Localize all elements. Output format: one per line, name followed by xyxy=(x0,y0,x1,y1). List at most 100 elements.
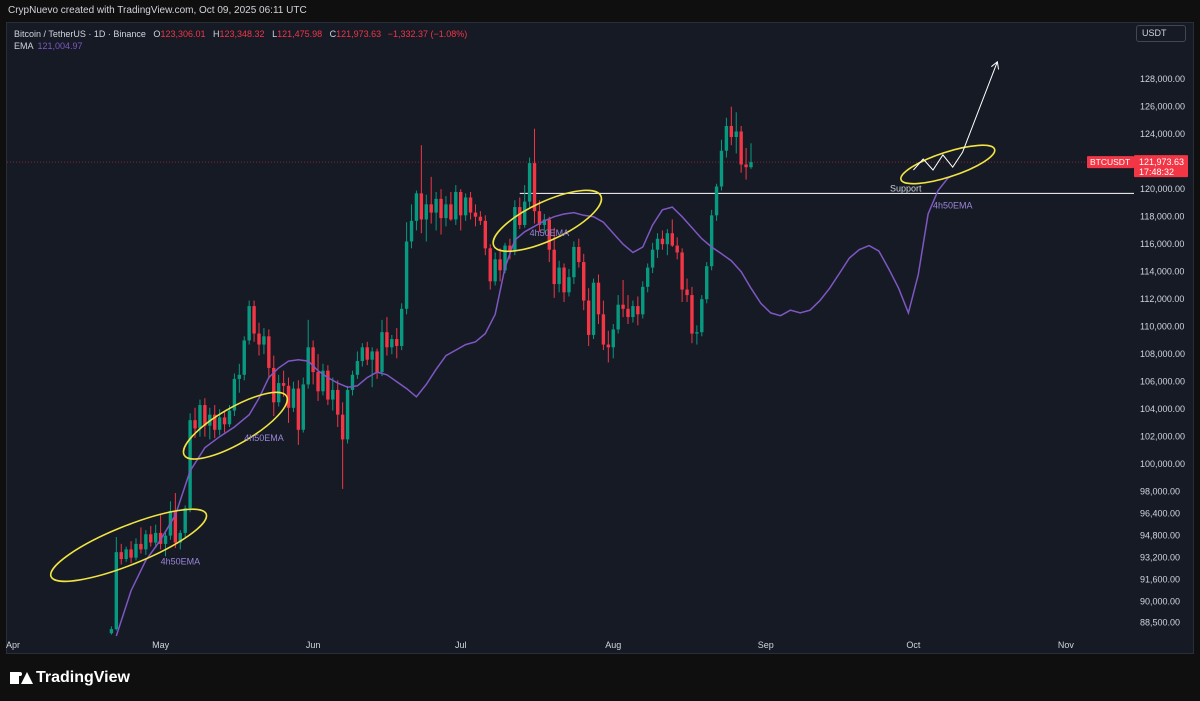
candle xyxy=(567,268,571,297)
candle-body xyxy=(237,374,242,379)
candle xyxy=(242,336,246,381)
candle xyxy=(424,194,428,242)
candle-body xyxy=(350,374,355,390)
candle-body xyxy=(606,344,611,348)
candle xyxy=(473,204,478,227)
candle xyxy=(291,381,296,412)
candle-body xyxy=(582,262,586,301)
candle xyxy=(655,233,660,258)
candle-body xyxy=(109,629,114,634)
candle-body xyxy=(532,163,537,212)
credit-text: CrypNuevo created with TradingView.com, … xyxy=(8,5,307,16)
chart-panel[interactable] xyxy=(6,22,1194,654)
ema-annotation: 4h50EMA xyxy=(244,433,284,443)
candle-body xyxy=(468,197,473,213)
tradingview-logo-icon xyxy=(10,671,33,684)
candle xyxy=(724,117,729,158)
candle-body xyxy=(444,204,448,219)
candle xyxy=(144,530,148,555)
x-tick-label: Aug xyxy=(605,640,621,650)
candle xyxy=(680,248,684,302)
candle-body xyxy=(547,219,551,250)
candle-body xyxy=(301,384,305,430)
candle xyxy=(409,204,414,249)
candle-body xyxy=(572,246,576,278)
candle-body xyxy=(557,267,561,285)
highlight-ellipse[interactable] xyxy=(486,178,609,263)
close-label: C xyxy=(329,29,337,39)
candle-body xyxy=(473,212,478,217)
candle xyxy=(198,399,202,437)
candle-body xyxy=(149,534,153,543)
candle-body xyxy=(414,193,419,221)
y-tick-label: 98,000.00 xyxy=(1140,487,1180,497)
candle-body xyxy=(449,204,453,220)
candle xyxy=(709,209,714,271)
candle xyxy=(178,530,182,550)
candle xyxy=(459,189,463,231)
candle xyxy=(468,191,473,220)
currency-button[interactable]: USDT xyxy=(1136,25,1186,42)
candle xyxy=(257,322,261,356)
candle xyxy=(439,189,443,235)
candle xyxy=(513,200,517,256)
candle-body xyxy=(336,389,340,415)
candle xyxy=(345,385,350,444)
candle xyxy=(109,626,114,635)
highlight-ellipse[interactable] xyxy=(175,381,295,471)
candle xyxy=(380,319,384,377)
x-tick-label: Sep xyxy=(758,640,774,650)
candle-body xyxy=(242,340,246,375)
candle xyxy=(306,319,310,389)
candle-body xyxy=(419,193,424,220)
change-value: −1,332.37 (−1.08%) xyxy=(387,29,468,39)
candle-body xyxy=(488,248,492,282)
candle-body xyxy=(365,347,369,360)
candle xyxy=(213,405,217,439)
candle xyxy=(434,191,438,231)
candle xyxy=(705,262,709,304)
highlight-ellipse[interactable] xyxy=(44,496,214,594)
candle xyxy=(626,295,630,324)
highlight-ellipse[interactable] xyxy=(897,138,998,192)
candle-body xyxy=(267,336,271,368)
y-tick-label: 126,000.00 xyxy=(1140,102,1185,112)
candle-body xyxy=(454,191,458,220)
candle xyxy=(650,242,655,274)
ema-indicator-label[interactable]: EMA xyxy=(14,41,34,51)
candle-body xyxy=(695,332,699,334)
y-tick-label: 120,000.00 xyxy=(1140,184,1185,194)
candle-body xyxy=(739,131,743,165)
candle xyxy=(591,278,596,340)
candle xyxy=(586,288,591,346)
candle-body xyxy=(340,414,345,440)
candle-body xyxy=(262,336,266,345)
candle-body xyxy=(626,308,630,318)
candle xyxy=(700,295,704,337)
candle xyxy=(134,538,138,561)
projection-arrow[interactable] xyxy=(913,63,997,171)
candle xyxy=(311,340,315,385)
candle-body xyxy=(729,125,734,137)
candle-body xyxy=(690,295,694,334)
candle xyxy=(572,241,576,285)
y-tick-label: 106,000.00 xyxy=(1140,377,1185,387)
candle xyxy=(577,238,581,268)
candle xyxy=(478,211,483,225)
symbol-title[interactable]: Bitcoin / TetherUS · 1D · Binance xyxy=(14,29,146,39)
x-tick-label: Jul xyxy=(455,640,467,650)
tradingview-logo[interactable]: TradingView xyxy=(10,669,130,687)
candle xyxy=(355,351,360,379)
candle-body xyxy=(370,351,374,360)
candle xyxy=(301,377,305,433)
candle xyxy=(547,216,551,263)
y-tick-label: 93,200.00 xyxy=(1140,553,1180,563)
candle xyxy=(488,244,492,290)
y-tick-label: 96,400.00 xyxy=(1140,509,1180,519)
y-tick-label: 114,000.00 xyxy=(1140,267,1184,277)
y-tick-label: 108,000.00 xyxy=(1140,349,1185,359)
candle-body xyxy=(213,414,217,430)
candle-body xyxy=(527,163,532,202)
candle-body xyxy=(645,267,650,287)
